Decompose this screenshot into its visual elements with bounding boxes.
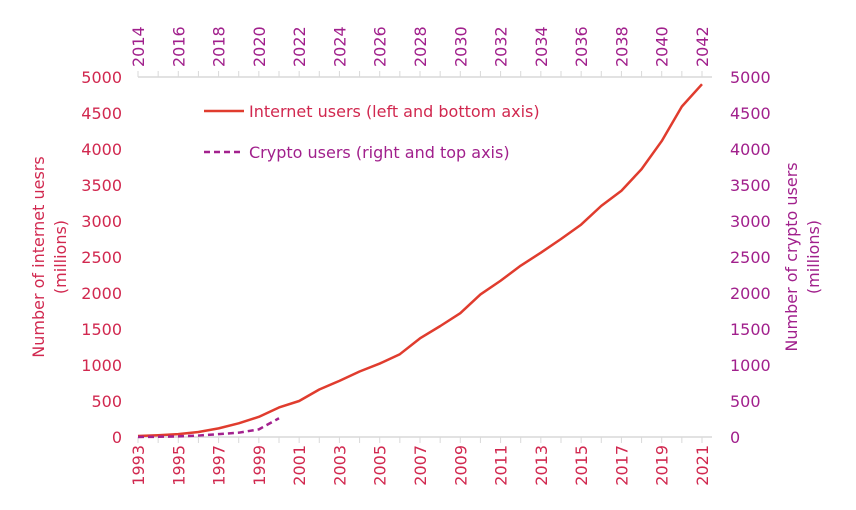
bottom-tick-label: 2011	[492, 445, 511, 486]
right-tick-label: 4500	[730, 104, 771, 123]
bottom-tick-label: 2001	[290, 445, 309, 486]
right-tick-label: 4000	[730, 140, 771, 159]
bottom-tick-label: 2007	[411, 445, 430, 486]
left-tick-label: 5000	[81, 68, 122, 87]
left-tick-label: 2000	[81, 284, 122, 303]
right-tick-label: 2500	[730, 248, 771, 267]
top-tick-label: 2016	[169, 26, 188, 67]
legend-label-crypto: Crypto users (right and top axis)	[249, 143, 510, 162]
left-tick-label: 500	[91, 392, 122, 411]
top-tick-label: 2024	[330, 26, 349, 67]
top-tick-label: 2026	[371, 26, 390, 67]
top-tick-label: 2014	[129, 26, 148, 67]
bottom-tick-label: 2003	[330, 445, 349, 486]
bottom-tick-label: 1993	[129, 445, 148, 486]
bottom-tick-label: 1997	[210, 445, 229, 486]
right-tick-label: 0	[730, 428, 740, 447]
right-tick-label: 1000	[730, 356, 771, 375]
top-tick-label: 2028	[411, 26, 430, 67]
bottom-tick-label: 2009	[451, 445, 470, 486]
top-tick-label: 2030	[451, 26, 470, 67]
top-tick-label: 2018	[210, 26, 229, 67]
right-tick-label: 500	[730, 392, 761, 411]
left-tick-label: 1000	[81, 356, 122, 375]
right-tick-label: 1500	[730, 320, 771, 339]
right-tick-label: 2000	[730, 284, 771, 303]
left-tick-label: 4500	[81, 104, 122, 123]
top-tick-label: 2042	[693, 26, 712, 67]
left-tick-label: 1500	[81, 320, 122, 339]
legend-label-internet: Internet users (left and bottom axis)	[249, 102, 540, 121]
bottom-tick-label: 2017	[612, 445, 631, 486]
right-tick-label: 3000	[730, 212, 771, 231]
bottom-tick-label: 2021	[693, 445, 712, 486]
series-line-internet-users	[137, 83, 703, 438]
legend: Internet users (left and bottom axis) Cr…	[204, 102, 540, 162]
left-axis-title-line2: (millions)	[51, 220, 70, 294]
left-tick-label: 2500	[81, 248, 122, 267]
bottom-tick-label: 2005	[371, 445, 390, 486]
left-axis-title: Number of internet uesrs	[29, 156, 48, 357]
top-tick-label: 2038	[612, 26, 631, 67]
top-tick-label: 2020	[250, 26, 269, 67]
left-tick-label: 4000	[81, 140, 122, 159]
right-axis-title-line2: (millions)	[804, 220, 823, 294]
right-tick-label: 3500	[730, 176, 771, 195]
right-tick-label: 5000	[730, 68, 771, 87]
bottom-tick-label: 1999	[250, 445, 269, 486]
top-tick-label: 2022	[290, 26, 309, 67]
left-tick-label: 3500	[81, 176, 122, 195]
top-tick-label: 2036	[572, 26, 591, 67]
bottom-tick-label: 2019	[653, 445, 672, 486]
bottom-tick-label: 2013	[532, 445, 551, 486]
bottom-tick-label: 2015	[572, 445, 591, 486]
left-tick-label: 3000	[81, 212, 122, 231]
top-tick-label: 2032	[492, 26, 511, 67]
top-tick-label: 2034	[532, 26, 551, 67]
right-axis-title: Number of crypto users	[782, 162, 801, 351]
series-line-crypto-users	[137, 417, 280, 439]
bottom-tick-label: 1995	[169, 445, 188, 486]
left-tick-label: 0	[112, 428, 122, 447]
top-tick-label: 2040	[653, 26, 672, 67]
